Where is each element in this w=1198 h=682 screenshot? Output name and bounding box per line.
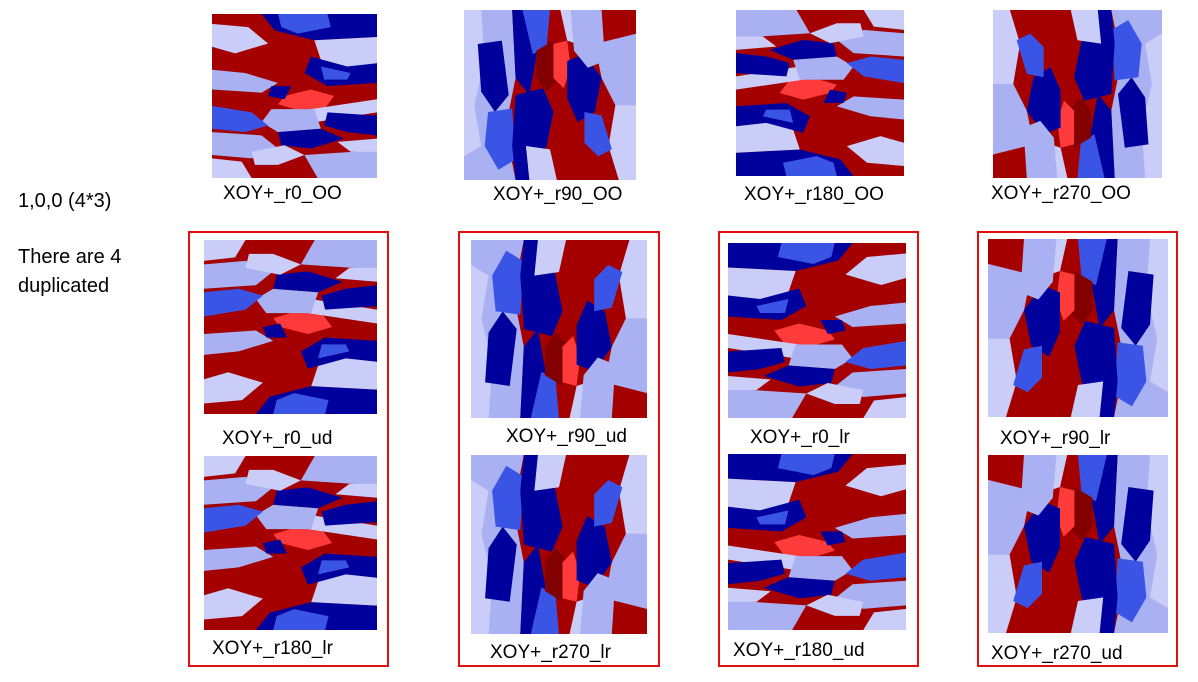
duplicate-group-2 bbox=[458, 231, 660, 667]
caption-r270-oo: XOY+_r270_OO bbox=[991, 183, 1131, 204]
grain-map-r270-oo bbox=[993, 10, 1162, 178]
caption-r90-oo: XOY+_r90_OO bbox=[493, 184, 623, 205]
grain-map-r180-lr bbox=[204, 456, 377, 630]
caption-r270-ud: XOY+_r270_ud bbox=[991, 643, 1123, 664]
caption-r270-lr: XOY+_r270_lr bbox=[490, 642, 611, 663]
grain-map-r0-lr bbox=[728, 243, 906, 418]
grain-map-r90-oo bbox=[464, 10, 636, 180]
grain-map-r90-lr bbox=[988, 239, 1168, 417]
duplicate-group-1 bbox=[188, 231, 389, 667]
caption-r180-ud: XOY+_r180_ud bbox=[733, 640, 865, 661]
grain-map-r0-oo bbox=[212, 14, 377, 178]
caption-r180-oo: XOY+_r180_OO bbox=[744, 184, 884, 205]
duplicate-note-line1: There are 4 bbox=[18, 246, 122, 268]
duplicate-group-4 bbox=[977, 231, 1178, 667]
caption-r0-lr: XOY+_r0_lr bbox=[750, 427, 850, 448]
grain-map-r90-ud bbox=[471, 240, 647, 418]
caption-r90-ud: XOY+_r90_ud bbox=[506, 426, 627, 447]
grain-map-r180-ud bbox=[728, 454, 906, 630]
caption-r0-oo: XOY+_r0_OO bbox=[223, 183, 342, 204]
grain-map-r180-oo bbox=[736, 10, 904, 176]
duplicate-group-3 bbox=[718, 231, 919, 667]
grain-map-r0-ud bbox=[204, 240, 377, 414]
grain-map-r270-lr bbox=[471, 455, 647, 634]
grain-map-r270-ud bbox=[988, 455, 1168, 633]
caption-r90-lr: XOY+_r90_lr bbox=[1000, 428, 1111, 449]
caption-r180-lr: XOY+_r180_lr bbox=[212, 638, 333, 659]
caption-r0-ud: XOY+_r0_ud bbox=[222, 428, 333, 449]
orientation-label: 1,0,0 (4*3) bbox=[18, 190, 112, 212]
duplicate-note-line2: duplicated bbox=[18, 275, 110, 297]
